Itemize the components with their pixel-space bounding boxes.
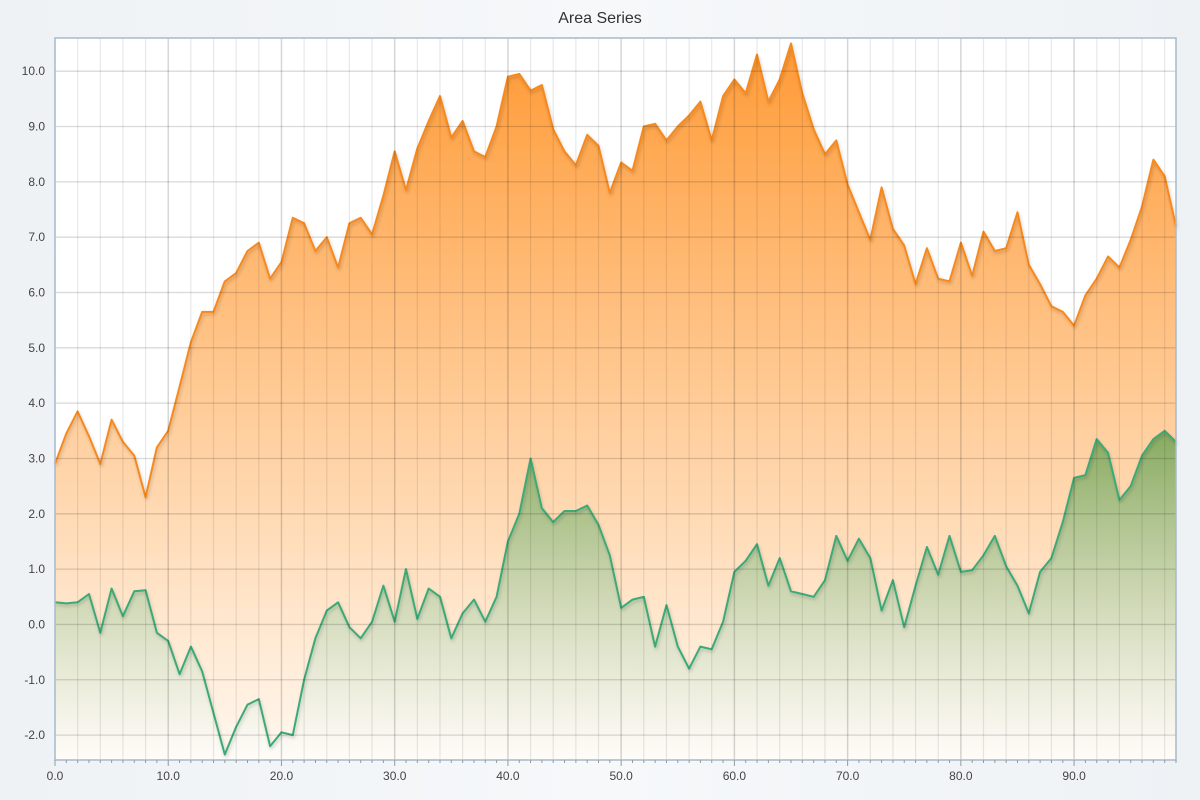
y-tick-label: 9.0 <box>28 120 45 134</box>
y-tick-label: -2.0 <box>24 728 45 742</box>
x-tick-label: 40.0 <box>496 769 520 783</box>
y-tick-label: 8.0 <box>28 175 45 189</box>
x-tick-label: 0.0 <box>47 769 64 783</box>
y-tick-label: 5.0 <box>28 341 45 355</box>
series-2-line <box>54 429 1177 756</box>
y-tick-label: -1.0 <box>24 673 45 687</box>
y-tick-label: 0.0 <box>28 617 45 631</box>
chart-title: Area Series <box>558 10 642 27</box>
x-tick-label: 70.0 <box>836 769 860 783</box>
x-tick-label: 90.0 <box>1062 769 1086 783</box>
series-1-area <box>55 43 1176 760</box>
y-tick-label: 10.0 <box>22 64 46 78</box>
x-tick-label: 30.0 <box>383 769 407 783</box>
x-tick-label: 10.0 <box>157 769 181 783</box>
series-1-line <box>54 42 1177 499</box>
series-2-area <box>55 430 1176 760</box>
y-tick-label: 7.0 <box>28 230 45 244</box>
y-tick-label: 1.0 <box>28 562 45 576</box>
y-tick-label: 4.0 <box>28 396 45 410</box>
y-tick-label: 6.0 <box>28 285 45 299</box>
y-tick-label: 3.0 <box>28 451 45 465</box>
x-tick-label: 60.0 <box>723 769 747 783</box>
y-tick-label: 2.0 <box>28 507 45 521</box>
x-tick-label: 50.0 <box>609 769 633 783</box>
x-tick-label: 20.0 <box>270 769 294 783</box>
plot-border <box>54 37 1177 761</box>
x-tick-label: 80.0 <box>949 769 973 783</box>
